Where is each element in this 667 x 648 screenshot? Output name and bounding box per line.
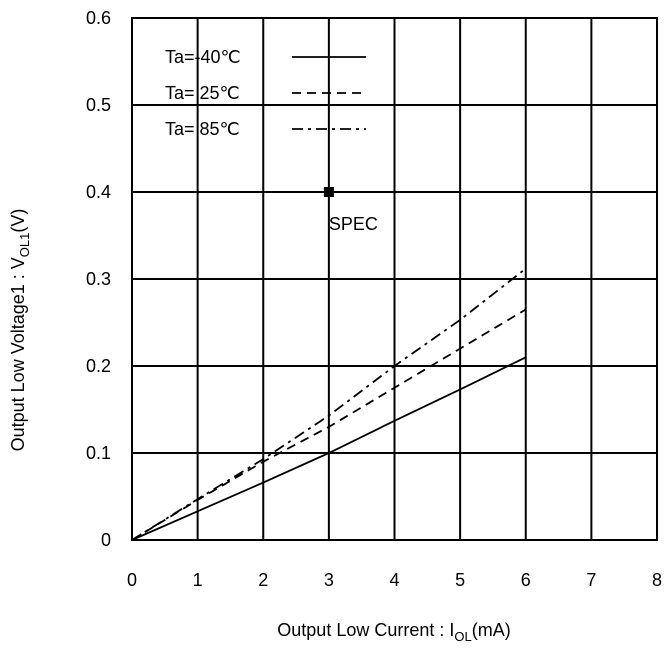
legend-label-1: Ta=-40℃: [165, 47, 241, 67]
legend-label-3: Ta= 85℃: [165, 119, 240, 139]
series-line-3: [131, 267, 527, 541]
x-axis-title: Output Low Current : IOL(mA): [277, 620, 510, 644]
series-lines: [131, 267, 527, 541]
y-tick-label: 0: [101, 530, 111, 550]
x-tick-label: 4: [389, 570, 399, 590]
y-tick-label: 0.6: [86, 8, 111, 28]
y-tick-label: 0.5: [86, 95, 111, 115]
y-axis-title-main: Output Low Voltage1 : V: [8, 257, 28, 451]
x-tick-label: 5: [455, 570, 465, 590]
annotations: SPEC: [323, 187, 378, 234]
x-axis-title-unit: (mA): [472, 620, 511, 640]
y-tick-label: 0.3: [86, 269, 111, 289]
x-tick-label: 2: [258, 570, 268, 590]
series-line-1: [131, 356, 527, 541]
spec-point-marker: [323, 187, 334, 197]
x-tick-label: 7: [586, 570, 596, 590]
x-axis-title-main: Output Low Current : I: [277, 620, 454, 640]
legend-label-2: Ta= 25℃: [165, 83, 240, 103]
x-tick-label: 0: [127, 570, 137, 590]
x-tick-label: 1: [193, 570, 203, 590]
x-axis-title-subscript: OL: [454, 629, 471, 644]
x-tick-label: 6: [521, 570, 531, 590]
y-tick-label: 0.4: [86, 182, 111, 202]
y-axis-title-subscript: OL1: [17, 233, 32, 258]
x-tick-labels: 0 1 2 3 4 5 6 7 8: [127, 570, 662, 590]
y-tick-label: 0.1: [86, 443, 111, 463]
y-tick-label: 0.2: [86, 356, 111, 376]
legend: Ta=-40℃ Ta= 25℃ Ta= 85℃: [165, 47, 366, 139]
spec-label: SPEC: [329, 214, 378, 234]
x-tick-label: 8: [652, 570, 662, 590]
y-axis-title-unit: (V): [8, 209, 28, 233]
x-tick-label: 3: [324, 570, 334, 590]
y-axis-title: Output Low Voltage1 : VOL1(V): [8, 209, 32, 452]
y-tick-labels: 0 0.1 0.2 0.3 0.4 0.5 0.6: [86, 8, 111, 550]
plot-frame: [131, 17, 658, 541]
